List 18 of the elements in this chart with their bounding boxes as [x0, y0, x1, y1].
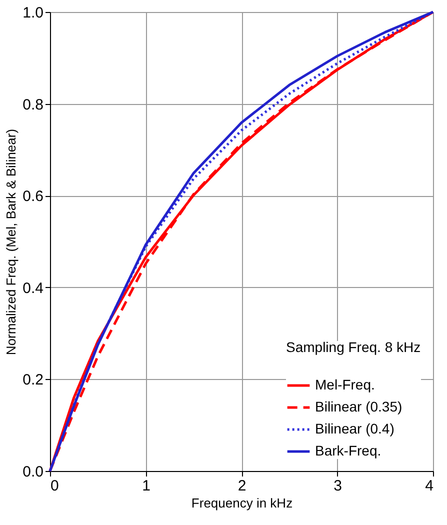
- y-axis-title: Normalized Freq. (Mel, Bark & Bilinear): [4, 128, 19, 356]
- x-tick-label: 0: [50, 478, 59, 494]
- x-tick-label: 2: [238, 478, 246, 494]
- y-tick-label: 0.4: [22, 280, 44, 297]
- y-tick-label: 1.0: [22, 4, 44, 22]
- legend-label: Bilinear (0.4): [315, 420, 394, 436]
- legend-title: Sampling Freq. 8 kHz: [286, 339, 421, 355]
- legend-label: Bark-Freq.: [315, 442, 382, 458]
- y-tick-label: 0.6: [22, 188, 44, 206]
- x-tick-label: 1: [142, 478, 150, 494]
- y-tick-label: 0.2: [22, 372, 44, 389]
- legend-label: Mel-Freq.: [315, 376, 375, 392]
- x-tick-label: 3: [334, 478, 342, 494]
- x-tick-label: 4: [425, 478, 434, 494]
- legend-label: Bilinear (0.35): [315, 398, 402, 414]
- y-tick-label: 0.0: [22, 464, 44, 480]
- y-tick-label: 0.8: [22, 96, 44, 114]
- x-axis-title: Frequency in kHz: [191, 496, 293, 510]
